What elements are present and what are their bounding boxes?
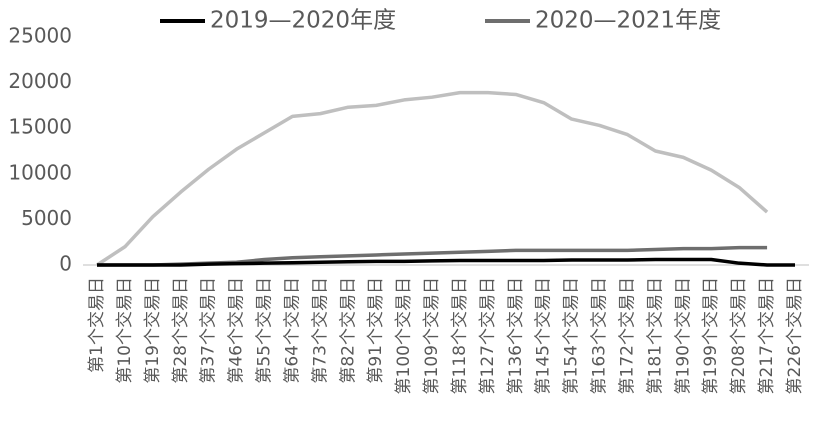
x-tick-label: 第199个交易日 xyxy=(701,277,721,394)
x-tick-label: 第127个交易日 xyxy=(478,277,498,394)
x-tick-label: 第73个交易日 xyxy=(310,277,330,384)
series-line xyxy=(97,257,795,267)
y-tick-label: 25000 xyxy=(8,24,72,48)
y-tick-label: 20000 xyxy=(8,69,72,93)
legend-label: 2020—2021年度 xyxy=(535,8,721,34)
y-tick-label: 10000 xyxy=(8,160,72,184)
x-tick-label: 第190个交易日 xyxy=(673,277,693,394)
x-tick-label: 第91个交易日 xyxy=(366,277,386,384)
x-tick-label: 第172个交易日 xyxy=(617,277,637,394)
x-tick-label: 第145个交易日 xyxy=(534,277,554,394)
x-tick-label: 第118个交易日 xyxy=(450,277,470,394)
x-tick-label: 第46个交易日 xyxy=(227,277,247,384)
x-tick-label: 第82个交易日 xyxy=(338,277,358,384)
x-tick-label: 第154个交易日 xyxy=(562,277,582,394)
x-tick-label: 第181个交易日 xyxy=(645,277,665,394)
y-tick-label: 15000 xyxy=(8,115,72,139)
x-tick-label: 第163个交易日 xyxy=(590,277,610,394)
x-tick-label: 第55个交易日 xyxy=(255,277,275,384)
x-tick-label: 第1个交易日 xyxy=(87,277,107,373)
y-tick-label: 5000 xyxy=(21,206,72,230)
x-tick-label: 第28个交易日 xyxy=(171,277,191,384)
x-tick-label: 第226个交易日 xyxy=(785,277,805,394)
x-tick-label: 第100个交易日 xyxy=(394,277,414,394)
x-tick-label: 第10个交易日 xyxy=(115,277,135,384)
legend-label: 2019—2020年度 xyxy=(210,8,396,34)
x-tick-label: 第136个交易日 xyxy=(506,277,526,394)
x-tick-label: 第208个交易日 xyxy=(729,277,749,394)
x-tick-label: 第109个交易日 xyxy=(422,277,442,394)
x-tick-label: 第19个交易日 xyxy=(143,277,163,384)
y-tick-label: 0 xyxy=(59,252,72,276)
x-tick-label: 第37个交易日 xyxy=(199,277,219,384)
series-line xyxy=(96,90,769,267)
x-tick-label: 第217个交易日 xyxy=(757,277,777,394)
x-tick-label: 第64个交易日 xyxy=(282,277,302,384)
